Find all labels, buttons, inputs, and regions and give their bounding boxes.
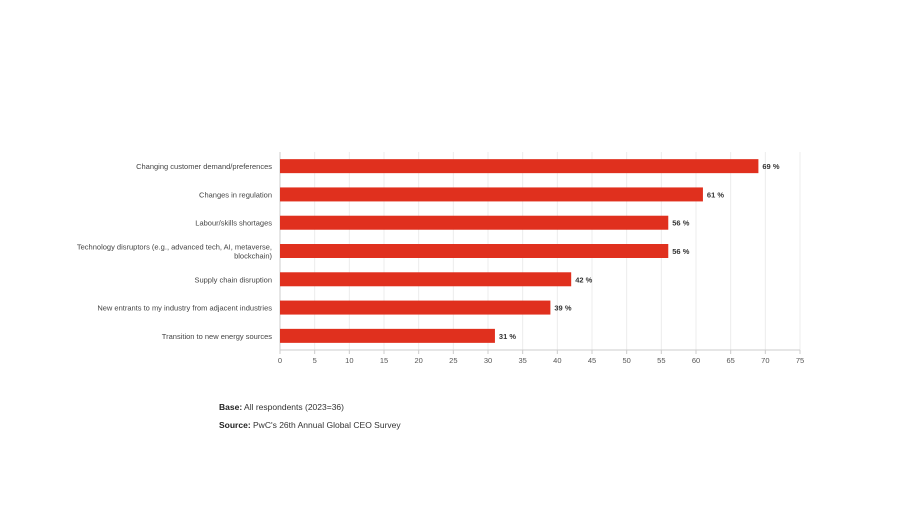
category-label: Changing customer demand/preferences (136, 162, 272, 171)
x-tick-label: 55 (657, 356, 665, 365)
x-tick-label: 60 (692, 356, 700, 365)
value-labels: 69 % 61 % 56 % 56 % 42 % 39 % 31 % (499, 162, 780, 341)
x-tick-label: 35 (518, 356, 526, 365)
source-note: Source: PwC's 26th Annual Global CEO Sur… (219, 420, 401, 430)
base-text: All respondents (2023=36) (242, 402, 344, 412)
category-label: Transition to new energy sources (162, 332, 272, 341)
x-tick-label: 65 (726, 356, 734, 365)
category-label: Labour/skills shortages (195, 219, 272, 228)
bar-value-label: 61 % (707, 190, 724, 199)
category-label: Technology disruptors (e.g., advanced te… (77, 243, 273, 261)
bar (280, 300, 551, 315)
bar-value-label: 39 % (554, 304, 571, 313)
source-label: Source: (219, 420, 251, 430)
bar-value-label: 31 % (499, 332, 516, 341)
base-label: Base: (219, 402, 243, 412)
category-label: Supply chain disruption (194, 275, 272, 284)
x-tick-label: 70 (761, 356, 769, 365)
x-tick-label: 20 (414, 356, 422, 365)
category-labels: Changing customer demand/preferences Chan… (77, 162, 273, 341)
x-tick-label: 40 (553, 356, 561, 365)
base-note: Base: All respondents (2023=36) (219, 402, 344, 412)
x-tick-label: 15 (380, 356, 388, 365)
category-label: New entrants to my industry from adjacen… (97, 304, 272, 313)
bar (280, 187, 703, 202)
x-tick-label: 0 (278, 356, 282, 365)
bar (280, 244, 669, 258)
x-tick-label: 30 (484, 356, 492, 365)
bars (280, 159, 759, 343)
x-tick-label: 50 (622, 356, 630, 365)
x-tick-label: 75 (796, 356, 804, 365)
x-tick-label: 45 (588, 356, 596, 365)
category-label: Changes in regulation (199, 190, 272, 199)
bar-value-label: 56 % (672, 219, 689, 228)
bar-value-label: 56 % (672, 247, 689, 256)
bar (280, 159, 759, 174)
bar (280, 272, 572, 287)
bar-value-label: 69 % (762, 162, 779, 171)
x-tick-label: 25 (449, 356, 457, 365)
source-text: PwC's 26th Annual Global CEO Survey (250, 420, 401, 430)
bar-value-label: 42 % (575, 275, 592, 284)
bar (280, 215, 669, 230)
x-axis-ticks: 0 5 10 15 20 25 30 35 40 45 50 55 60 65 70 75 (278, 350, 804, 365)
x-tick-label: 5 (313, 356, 317, 365)
bar (280, 328, 495, 343)
x-tick-label: 10 (345, 356, 353, 365)
